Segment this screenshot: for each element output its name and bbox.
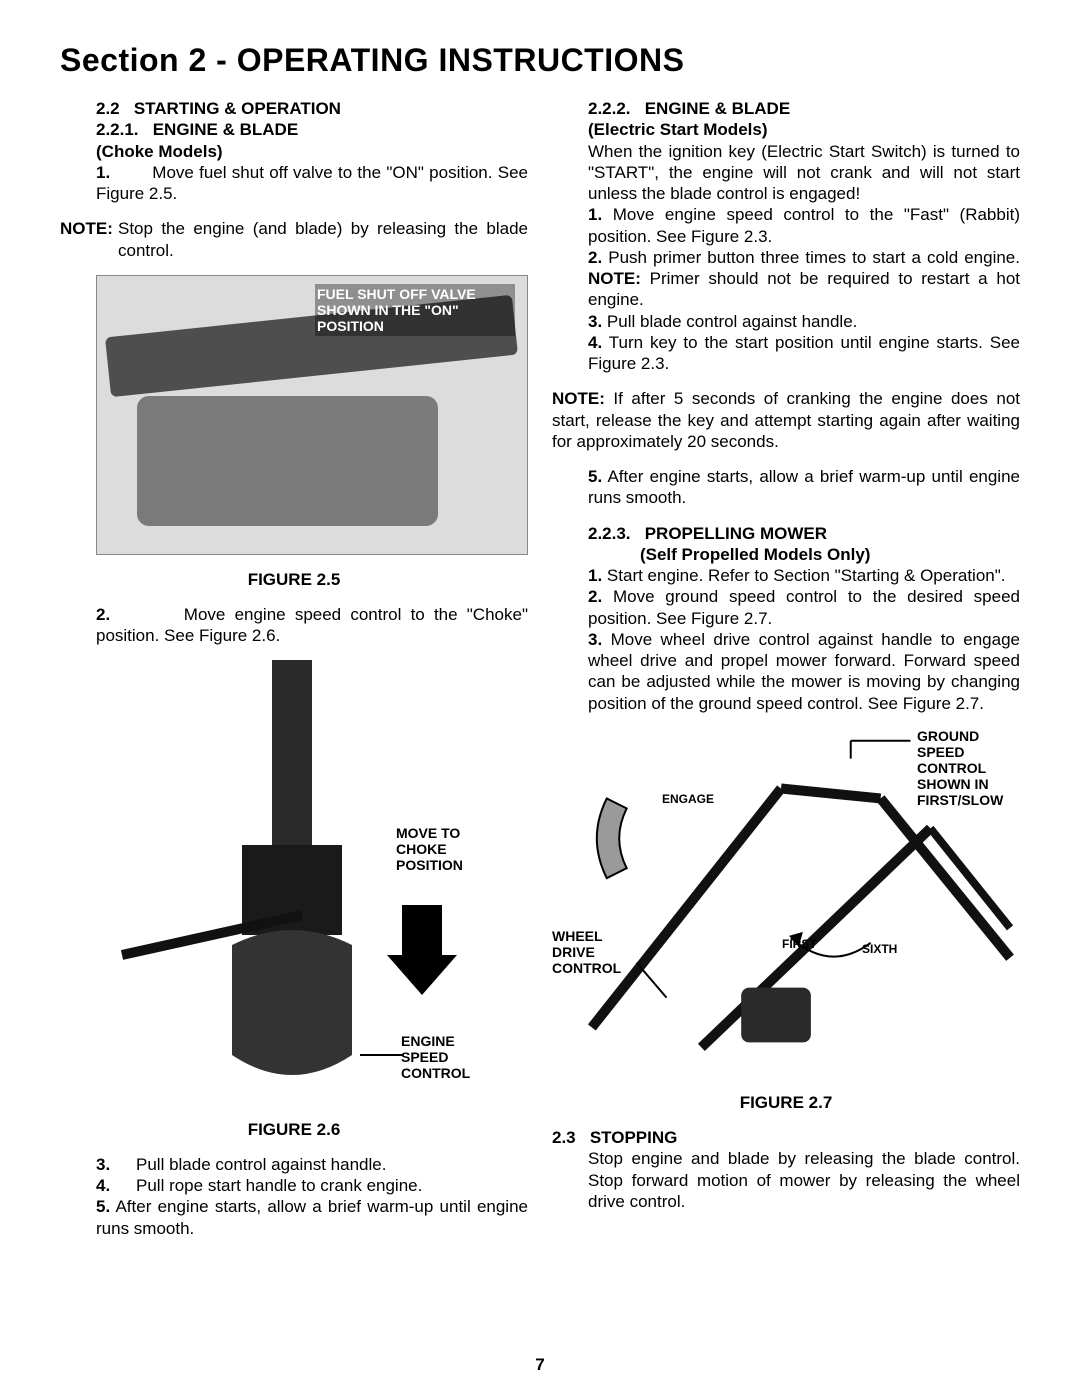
right-p1: 1. Start engine. Refer to Section "Start… bbox=[552, 565, 1020, 586]
fig27-c3: WHEEL DRIVE CONTROL bbox=[552, 928, 642, 976]
fig27-c1: GROUND SPEED CONTROL SHOWN IN FIRST/SLOW bbox=[917, 728, 1017, 808]
figure-2-6-container: MOVE TO CHOKE POSITION ENGINE SPEED CONT… bbox=[60, 655, 528, 1105]
step3-num: 3. bbox=[96, 1154, 136, 1175]
s2-text-a: Push primer button three times to start … bbox=[608, 248, 1020, 267]
s3-text: Pull blade control against handle. bbox=[607, 312, 857, 331]
step1-num: 1. bbox=[96, 163, 110, 182]
h223-num: 2.2.3. bbox=[588, 524, 631, 543]
step1-text: Move fuel shut off valve to the "ON" pos… bbox=[96, 163, 528, 203]
fig26-callout-bot: ENGINE SPEED CONTROL bbox=[401, 1033, 501, 1081]
right-intro: When the ignition key (Electric Start Sw… bbox=[552, 141, 1020, 205]
step3-text: Pull blade control against handle. bbox=[136, 1154, 528, 1175]
left-step-4: 4. Pull rope start handle to crank engin… bbox=[96, 1175, 528, 1196]
fig25-callout: FUEL SHUT OFF VALVE SHOWN IN THE "ON" PO… bbox=[315, 284, 515, 336]
step5-num: 5. bbox=[96, 1197, 110, 1216]
fig27-c2: ENGAGE bbox=[662, 793, 714, 807]
s1-num: 1. bbox=[588, 205, 602, 224]
right-s1: 1. Move engine speed control to the "Fas… bbox=[552, 204, 1020, 247]
p3-text: Move wheel drive control against handle … bbox=[588, 630, 1020, 713]
left-note-1: NOTE: Stop the engine (and blade) by rel… bbox=[60, 218, 528, 261]
two-column-layout: 2.2 STARTING & OPERATION 2.2.1. ENGINE &… bbox=[60, 98, 1020, 1239]
right-column: 2.2.2. ENGINE & BLADE (Electric Start Mo… bbox=[552, 98, 1020, 1239]
p2-text: Move ground speed control to the desired… bbox=[588, 587, 1020, 627]
s2-num: 2. bbox=[588, 248, 602, 267]
step4-text: Pull rope start handle to crank engine. bbox=[136, 1175, 528, 1196]
s3-num: 3. bbox=[588, 312, 602, 331]
p2-num: 2. bbox=[588, 587, 602, 606]
h222-num: 2.2.2. bbox=[588, 99, 631, 118]
s4-num: 4. bbox=[588, 333, 602, 352]
note2-label: NOTE: bbox=[552, 389, 605, 408]
p3-num: 3. bbox=[588, 630, 602, 649]
note-label: NOTE: bbox=[60, 218, 118, 261]
right-note-2: NOTE: If after 5 seconds of cranking the… bbox=[552, 388, 1020, 452]
h22-title: STARTING & OPERATION bbox=[134, 99, 341, 118]
left-step-1: 1. Move fuel shut off valve to the "ON" … bbox=[60, 162, 528, 205]
heading-2-2: 2.2 STARTING & OPERATION 2.2.1. ENGINE &… bbox=[60, 98, 528, 162]
left-step-2: 2. Move engine speed control to the "Cho… bbox=[60, 604, 528, 647]
section-title: Section 2 - OPERATING INSTRUCTIONS bbox=[60, 40, 1020, 80]
h22-num: 2.2 bbox=[96, 99, 120, 118]
s2-note: NOTE: bbox=[588, 269, 641, 288]
h221-sub: (Choke Models) bbox=[96, 142, 223, 161]
h221-num: 2.2.1. bbox=[96, 120, 139, 139]
s2-text-b: Primer should not be required to restart… bbox=[588, 269, 1020, 309]
s5-text: After engine starts, allow a brief warm-… bbox=[588, 467, 1020, 507]
h223-sub: (Self Propelled Models Only) bbox=[640, 545, 870, 564]
note2-body: If after 5 seconds of cranking the engin… bbox=[552, 389, 1020, 451]
left-step-5: 5. After engine starts, allow a brief wa… bbox=[96, 1196, 528, 1239]
right-s2: 2. Push primer button three times to sta… bbox=[552, 247, 1020, 311]
heading-2-2-2: 2.2.2. ENGINE & BLADE (Electric Start Mo… bbox=[552, 98, 1020, 141]
h222-sub: (Electric Start Models) bbox=[588, 120, 768, 139]
fig26-caption: FIGURE 2.6 bbox=[60, 1119, 528, 1140]
h221-title: ENGINE & BLADE bbox=[153, 120, 298, 139]
right-s5: 5. After engine starts, allow a brief wa… bbox=[552, 466, 1020, 509]
step5-text: After engine starts, allow a brief warm-… bbox=[96, 1197, 528, 1237]
s5-num: 5. bbox=[588, 467, 602, 486]
figure-2-5-container: FUEL SHUT OFF VALVE SHOWN IN THE "ON" PO… bbox=[60, 275, 528, 555]
left-steps-3-5: 3. Pull blade control against handle. 4.… bbox=[60, 1154, 528, 1239]
step4-num: 4. bbox=[96, 1175, 136, 1196]
right-s3: 3. Pull blade control against handle. bbox=[552, 311, 1020, 332]
h23-title: STOPPING bbox=[590, 1128, 678, 1147]
fig26-callout-top: MOVE TO CHOKE POSITION bbox=[396, 825, 486, 873]
fig27-c5: SIXTH bbox=[862, 943, 897, 957]
step2-text: Move engine speed control to the "Choke"… bbox=[96, 605, 528, 645]
left-step-3: 3. Pull blade control against handle. bbox=[96, 1154, 528, 1175]
h23-num: 2.3 bbox=[552, 1128, 576, 1147]
h222-title: ENGINE & BLADE bbox=[645, 99, 790, 118]
h223-title: PROPELLING MOWER bbox=[645, 524, 827, 543]
page-number: 7 bbox=[0, 1354, 1080, 1375]
stopping-body: Stop engine and blade by releasing the b… bbox=[552, 1148, 1020, 1212]
note-body: Stop the engine (and blade) by releasing… bbox=[118, 218, 528, 261]
heading-2-3: 2.3 STOPPING bbox=[552, 1127, 1020, 1148]
fig27-caption: FIGURE 2.7 bbox=[552, 1092, 1020, 1113]
p1-num: 1. bbox=[588, 566, 602, 585]
figure-2-7-image: GROUND SPEED CONTROL SHOWN IN FIRST/SLOW… bbox=[552, 728, 1020, 1078]
right-p3: 3. Move wheel drive control against hand… bbox=[552, 629, 1020, 714]
step2-num: 2. bbox=[96, 605, 110, 624]
s1-text: Move engine speed control to the "Fast" … bbox=[588, 205, 1020, 245]
p1-text: Start engine. Refer to Section "Starting… bbox=[607, 566, 1006, 585]
s4-text: Turn key to the start position until eng… bbox=[588, 333, 1020, 373]
right-p2: 2. Move ground speed control to the desi… bbox=[552, 586, 1020, 629]
heading-2-2-3: 2.2.3. PROPELLING MOWER (Self Propelled … bbox=[552, 523, 1020, 566]
fig27-c4: FIRST bbox=[782, 938, 817, 952]
figure-2-5-image: FUEL SHUT OFF VALVE SHOWN IN THE "ON" PO… bbox=[96, 275, 528, 555]
right-s4: 4. Turn key to the start position until … bbox=[552, 332, 1020, 375]
figure-2-6-image: MOVE TO CHOKE POSITION ENGINE SPEED CONT… bbox=[96, 655, 528, 1105]
fig25-caption: FIGURE 2.5 bbox=[60, 569, 528, 590]
left-column: 2.2 STARTING & OPERATION 2.2.1. ENGINE &… bbox=[60, 98, 528, 1239]
